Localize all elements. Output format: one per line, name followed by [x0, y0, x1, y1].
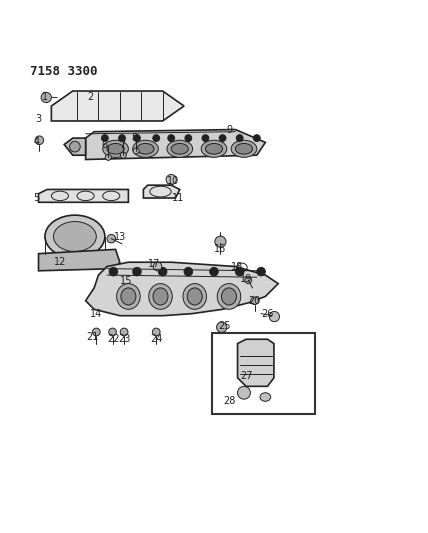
Circle shape [238, 386, 250, 399]
Circle shape [120, 152, 126, 158]
Polygon shape [64, 138, 86, 155]
Text: 5: 5 [33, 193, 39, 203]
Ellipse shape [45, 215, 105, 258]
Ellipse shape [167, 140, 193, 157]
Ellipse shape [133, 140, 158, 157]
Circle shape [152, 328, 160, 336]
Circle shape [119, 135, 125, 142]
Circle shape [215, 236, 226, 247]
Ellipse shape [205, 143, 223, 154]
Text: 9: 9 [226, 125, 232, 134]
Circle shape [92, 328, 100, 336]
Ellipse shape [121, 288, 136, 305]
Ellipse shape [103, 140, 128, 157]
Circle shape [166, 174, 176, 185]
Ellipse shape [171, 143, 188, 154]
Circle shape [133, 148, 139, 154]
Text: 13: 13 [114, 231, 126, 241]
Text: 25: 25 [218, 321, 231, 332]
Circle shape [235, 268, 244, 276]
Text: 8: 8 [132, 133, 138, 143]
Polygon shape [86, 130, 265, 159]
Text: 12: 12 [54, 257, 66, 267]
Ellipse shape [201, 140, 227, 157]
Ellipse shape [183, 284, 206, 309]
Text: 16: 16 [214, 244, 226, 254]
Text: 7: 7 [119, 140, 125, 150]
FancyBboxPatch shape [212, 333, 315, 414]
Text: 7158 3300: 7158 3300 [30, 66, 98, 78]
Circle shape [133, 268, 141, 276]
Ellipse shape [153, 288, 168, 305]
Text: 14: 14 [90, 309, 102, 319]
Circle shape [168, 135, 175, 142]
Ellipse shape [116, 284, 140, 309]
Text: 26: 26 [262, 309, 273, 319]
Circle shape [153, 135, 160, 142]
Circle shape [134, 135, 140, 142]
Ellipse shape [107, 143, 124, 154]
Text: 28: 28 [223, 397, 235, 406]
Text: 19: 19 [240, 274, 252, 284]
Ellipse shape [69, 141, 80, 152]
Polygon shape [39, 249, 120, 271]
Ellipse shape [260, 393, 271, 401]
Text: 10: 10 [167, 176, 179, 186]
Circle shape [253, 135, 260, 142]
Circle shape [35, 136, 44, 144]
Text: 15: 15 [120, 277, 132, 286]
Circle shape [101, 135, 108, 142]
Polygon shape [51, 91, 184, 121]
Text: 6: 6 [102, 140, 108, 150]
Text: 1: 1 [42, 92, 48, 102]
Circle shape [257, 268, 265, 276]
Circle shape [217, 322, 227, 333]
Circle shape [184, 268, 193, 276]
Text: 11: 11 [172, 193, 184, 203]
Circle shape [109, 328, 116, 336]
Text: 23: 23 [118, 334, 130, 344]
Circle shape [202, 135, 209, 142]
Text: 20: 20 [249, 296, 261, 306]
Polygon shape [238, 340, 274, 386]
Circle shape [41, 92, 51, 102]
Circle shape [107, 235, 116, 243]
Ellipse shape [235, 143, 253, 154]
Ellipse shape [54, 222, 96, 252]
Circle shape [269, 311, 279, 322]
Ellipse shape [149, 284, 172, 309]
Circle shape [251, 297, 259, 304]
Ellipse shape [231, 140, 257, 157]
Polygon shape [39, 189, 128, 203]
Circle shape [236, 135, 243, 142]
Circle shape [185, 135, 192, 142]
Ellipse shape [187, 288, 202, 305]
Text: 2: 2 [87, 92, 93, 102]
Text: 3: 3 [36, 114, 42, 124]
Ellipse shape [222, 288, 236, 305]
Text: 22: 22 [107, 334, 120, 344]
Polygon shape [143, 185, 180, 198]
Circle shape [153, 262, 162, 271]
Circle shape [219, 135, 226, 142]
Text: 27: 27 [240, 370, 253, 381]
Circle shape [210, 268, 218, 276]
Text: 24: 24 [150, 334, 162, 344]
Text: 17: 17 [148, 260, 160, 269]
Circle shape [158, 268, 167, 276]
Text: 4: 4 [33, 138, 39, 148]
Text: 18: 18 [232, 262, 244, 271]
Circle shape [109, 268, 118, 276]
Circle shape [245, 277, 252, 284]
Text: 21: 21 [86, 332, 98, 342]
Circle shape [120, 328, 128, 336]
Polygon shape [86, 262, 278, 316]
Circle shape [105, 155, 111, 160]
Ellipse shape [217, 284, 241, 309]
Ellipse shape [137, 143, 154, 154]
